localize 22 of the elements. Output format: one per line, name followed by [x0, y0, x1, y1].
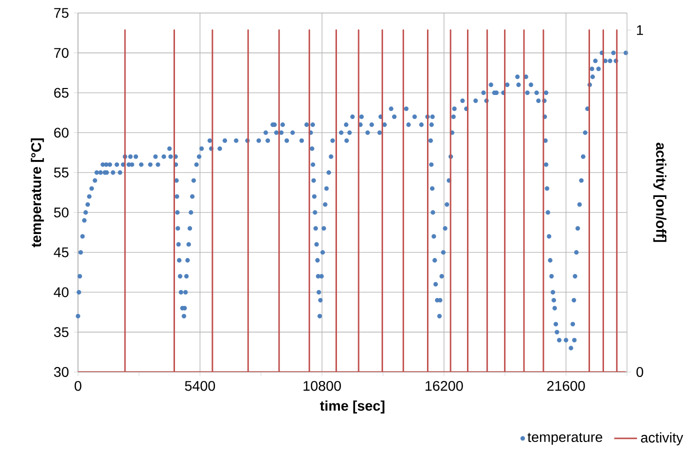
- y-tick-label: 75: [54, 8, 68, 18]
- y-tick-label: 40: [54, 287, 69, 298]
- y-tick-label: 60: [54, 128, 69, 138]
- legend-label: activity: [641, 432, 684, 446]
- x-tick-label: 5400: [184, 380, 216, 391]
- y-tick-label: 45: [54, 247, 68, 258]
- x-tick-label: 10800: [304, 380, 341, 391]
- y-tick-label: 50: [54, 208, 69, 218]
- x-axis-title: time [sec]: [320, 400, 384, 414]
- y2-tick-label: 1: [637, 25, 644, 35]
- y2-axis-title: activity [on/off]: [653, 142, 666, 242]
- x-tick-label: 16200: [426, 380, 463, 391]
- y-tick-label: 65: [54, 88, 68, 98]
- y-axis-title: temperature [°C]: [30, 138, 44, 248]
- y-tick-label: 30: [54, 367, 69, 377]
- x-tick-label: 21600: [547, 380, 585, 391]
- legend-label: temperature: [528, 432, 602, 445]
- y2-tick-label: 0: [636, 367, 644, 377]
- y-tick-label: 70: [54, 48, 69, 58]
- y-tick-label: 35: [54, 327, 68, 338]
- y-tick-label: 55: [54, 168, 68, 178]
- x-tick-label: 0: [74, 380, 82, 391]
